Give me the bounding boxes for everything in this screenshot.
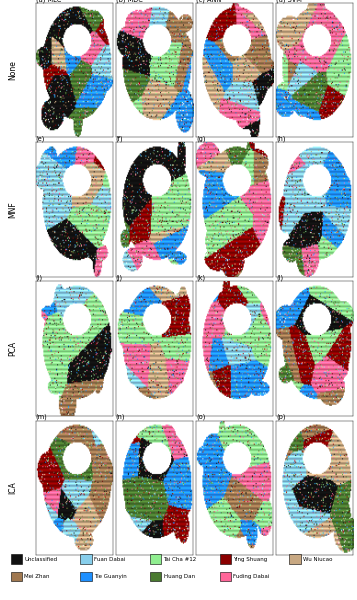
Text: (d) SVM: (d) SVM [276, 0, 302, 3]
Text: (a) MLC: (a) MLC [36, 0, 61, 3]
Text: Unclassified: Unclassified [24, 557, 57, 562]
Text: (c) ANN: (c) ANN [196, 0, 221, 3]
Text: (m): (m) [36, 414, 47, 421]
Text: (o): (o) [196, 414, 205, 421]
Text: (e): (e) [36, 136, 45, 142]
Text: Ying Shuang: Ying Shuang [233, 557, 267, 562]
Text: PCA: PCA [8, 341, 17, 356]
Text: (k): (k) [196, 275, 205, 281]
Text: Fuan Dabai: Fuan Dabai [94, 557, 125, 562]
Text: (g): (g) [196, 136, 206, 142]
Text: (h): (h) [276, 136, 286, 142]
Text: (l): (l) [276, 275, 283, 281]
Text: MNF: MNF [8, 201, 17, 218]
Text: None: None [8, 60, 17, 80]
Text: (j): (j) [116, 275, 123, 281]
Text: (f): (f) [116, 136, 124, 142]
Text: Tie Guanyin: Tie Guanyin [94, 574, 127, 579]
Text: Wu Niucao: Wu Niucao [303, 557, 332, 562]
Text: Huang Dan: Huang Dan [164, 574, 195, 579]
Text: Tai Cha #12: Tai Cha #12 [164, 557, 197, 562]
Text: ICA: ICA [8, 481, 17, 494]
Text: (i): (i) [36, 275, 43, 281]
Text: Mei Zhan: Mei Zhan [24, 574, 50, 579]
Text: (n): (n) [116, 414, 125, 421]
Text: (b) MDC: (b) MDC [116, 0, 143, 3]
Text: Fuding Dabai: Fuding Dabai [233, 574, 270, 579]
Text: (p): (p) [276, 414, 286, 421]
